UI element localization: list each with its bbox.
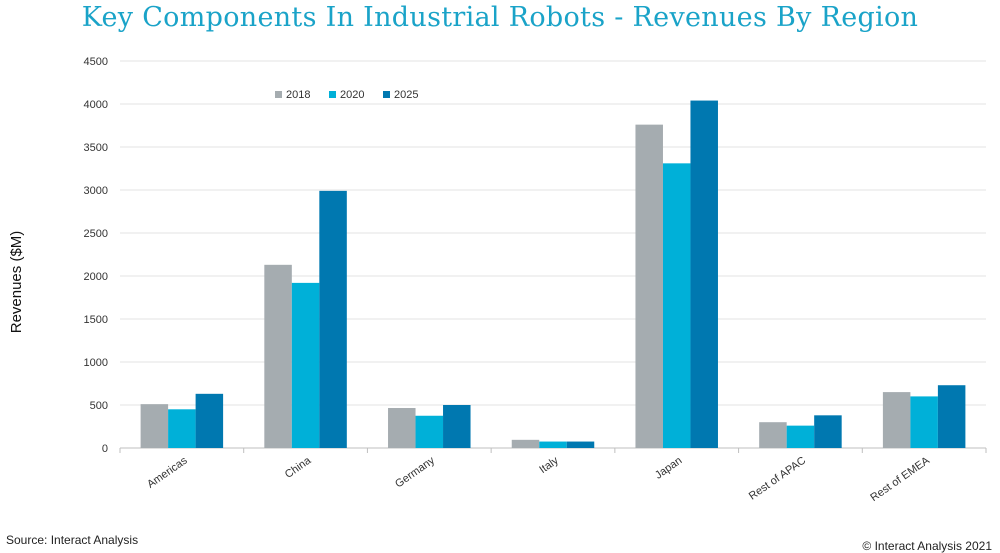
bar-2020-americas (168, 409, 196, 448)
x-category-label: China (283, 454, 314, 481)
y-tick-label: 3500 (84, 142, 108, 154)
legend-label: 2018 (286, 89, 310, 101)
y-tick-label: 500 (90, 400, 108, 412)
bar-2018-germany (388, 408, 416, 448)
y-tick-label: 2500 (84, 228, 108, 240)
y-axis: 0 500 1000 1500 2000 2500 3000 3500 4000 4500 (84, 56, 108, 455)
bar-2025-italy (566, 441, 595, 448)
legend-label: 2020 (340, 89, 364, 101)
y-tick-label: 1500 (84, 314, 108, 326)
bar-2020-china (291, 282, 320, 448)
x-category-label: Germany (393, 454, 437, 490)
x-category-label: Rest of EMEA (868, 454, 932, 504)
bar-2020-germany (415, 415, 444, 448)
bar-2025-rest-of-emea (937, 385, 966, 448)
y-tick-label: 0 (102, 443, 108, 455)
bar-2025-japan (690, 100, 718, 448)
chart-title: Key Components In Industrial Robots - Re… (81, 2, 919, 33)
bar-2025-germany (443, 405, 471, 448)
copyright-note: © Interact Analysis 2021 (862, 539, 992, 553)
x-category-label: Italy (537, 454, 561, 476)
bar-2020-rest-of-emea (910, 396, 938, 448)
bar-2020-japan (662, 163, 691, 448)
bar-2018-americas (140, 404, 169, 448)
x-axis: Americas China Germany Italy Japan Rest of AP… (119, 448, 987, 504)
x-category-label: Japan (653, 455, 684, 482)
legend-swatch (275, 91, 282, 98)
x-category-label: Americas (145, 454, 190, 490)
y-tick-label: 2000 (84, 271, 108, 283)
bar-2018-rest-of-apac (759, 422, 787, 448)
bar-2025-rest-of-apac (814, 415, 842, 448)
y-tick-label: 4000 (84, 99, 108, 111)
y-tick-label: 3000 (84, 185, 108, 197)
bar-2018-rest-of-emea (882, 392, 911, 448)
x-category-label: Rest of APAC (747, 455, 808, 503)
bar-2020-rest-of-apac (786, 425, 815, 448)
source-note: Source: Interact Analysis (6, 533, 139, 547)
bar-2020-italy (539, 441, 567, 448)
bar-2025-americas (195, 393, 224, 448)
legend-swatch (329, 91, 336, 98)
bar-2018-japan (635, 124, 663, 448)
legend: 2018 2020 2025 (275, 89, 418, 101)
y-tick-label: 1000 (84, 357, 108, 369)
bar-2018-china (264, 264, 292, 448)
grid-lines (120, 60, 986, 449)
y-tick-label: 4500 (84, 56, 108, 68)
bars (140, 100, 966, 449)
bar-2018-italy (511, 439, 540, 448)
legend-swatch (383, 91, 390, 98)
bar-2025-china (319, 190, 347, 449)
legend-label: 2025 (394, 89, 418, 101)
y-axis-label: Revenues ($M) (8, 231, 25, 334)
